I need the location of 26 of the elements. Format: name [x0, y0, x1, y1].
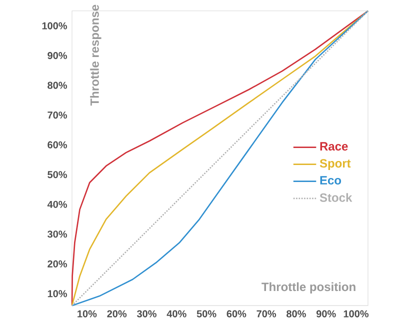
- y-tick-label: 60%: [48, 141, 68, 148]
- y-tick-label: 40%: [47, 200, 68, 208]
- y-tick-label: 50%: [48, 170, 68, 178]
- y-tick-label: 20%: [48, 260, 68, 268]
- x-tick-label: 90%: [316, 310, 336, 318]
- legend-label: Race: [320, 142, 348, 150]
- x-tick-label: 50%: [196, 310, 216, 318]
- y-tick-label: 30%: [48, 230, 68, 238]
- x-tick-label: 20%: [107, 310, 127, 318]
- x-tick-label: 30%: [136, 310, 156, 318]
- legend-label: Stock: [320, 192, 352, 202]
- y-axis-title: Throttle response: [90, 4, 102, 106]
- x-tick-label: 60%: [226, 310, 246, 318]
- x-tick-label: 40%: [166, 310, 186, 318]
- y-tick-label: 10%: [48, 290, 68, 298]
- x-axis-title: Throttle position: [262, 282, 356, 294]
- x-tick-label: 100%: [344, 310, 369, 318]
- x-tick-label: 80%: [286, 310, 306, 318]
- y-tick-label: 100%: [42, 22, 68, 30]
- legend-label: Eco: [320, 176, 342, 184]
- x-tick-label: 10%: [78, 310, 97, 318]
- y-tick-label: 70%: [48, 111, 68, 119]
- legend-label: Sport: [320, 158, 351, 170]
- x-tick-label: 70%: [256, 310, 276, 318]
- y-tick-label: 80%: [48, 82, 68, 89]
- y-tick-label: 90%: [48, 52, 68, 59]
